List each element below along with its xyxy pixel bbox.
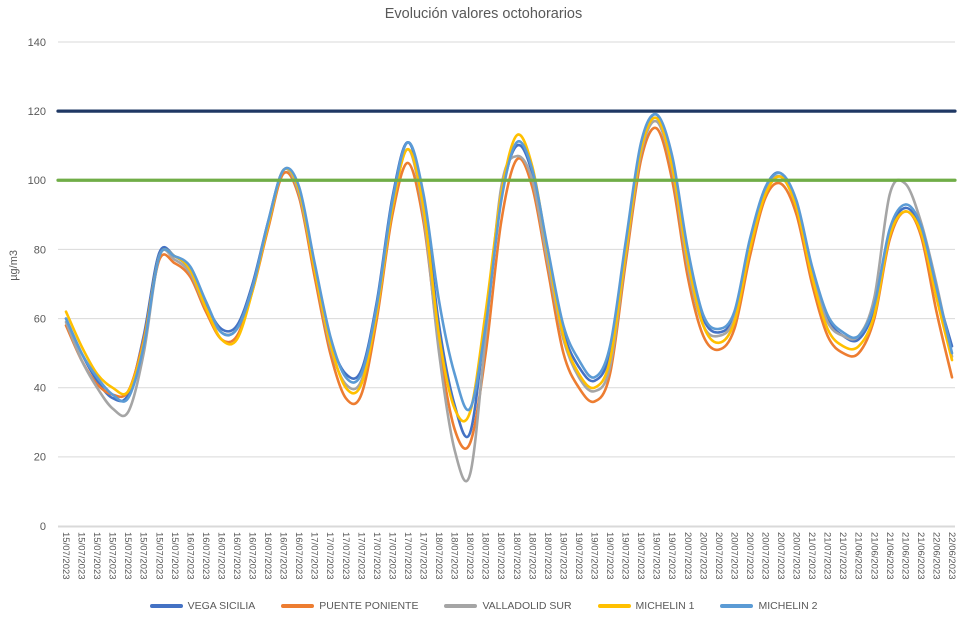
- x-tick-label: 20/07/2023: [728, 532, 739, 580]
- x-tick-label: 19/07/2023: [604, 532, 615, 580]
- y-tick-label: 120: [28, 106, 46, 118]
- x-tick-label: 20/07/2023: [759, 532, 770, 580]
- x-tick-label: 15/07/2023: [122, 532, 133, 580]
- x-tick-label: 19/07/2023: [635, 532, 646, 580]
- x-tick-label: 21/06/2023: [868, 532, 879, 580]
- x-tick-label: 19/07/2023: [651, 532, 662, 580]
- x-tick-label: 21/06/2023: [884, 532, 895, 580]
- x-tick-label: 17/07/2023: [309, 532, 320, 580]
- x-tick-label: 18/07/2023: [542, 532, 553, 580]
- x-tick-label: 15/07/2023: [153, 532, 164, 580]
- legend-item-vega-sicilia[interactable]: VEGA SICILIA: [149, 600, 256, 612]
- x-tick-label: 21/06/2023: [899, 532, 910, 580]
- x-tick-label: 22/06/2023: [946, 532, 957, 580]
- x-tick-label: 15/07/2023: [169, 532, 180, 580]
- x-tick-label: 16/07/2023: [184, 532, 195, 580]
- chart-title[interactable]: Evolución valores octohorarios: [384, 6, 583, 22]
- x-tick-label: 17/07/2023: [340, 532, 351, 580]
- legend-item-michelin-2[interactable]: MICHELIN 2: [720, 600, 817, 612]
- x-tick-label: 15/07/2023: [107, 532, 118, 580]
- x-tick-label: 19/07/2023: [588, 532, 599, 580]
- x-tick-label: 19/07/2023: [620, 532, 631, 580]
- x-tick-label: 20/07/2023: [713, 532, 724, 580]
- x-tick-label: 16/07/2023: [231, 532, 242, 580]
- x-tick-label: 16/07/2023: [262, 532, 273, 580]
- x-tick-label: 21/06/2023: [915, 532, 926, 580]
- legend-item-michelin-1[interactable]: MICHELIN 1: [597, 600, 695, 612]
- legend-swatch: [281, 604, 315, 608]
- series-line-michelin-1[interactable]: [64, 116, 954, 423]
- x-tick-label: 18/07/2023: [464, 532, 475, 580]
- x-tick-label: 17/07/2023: [402, 532, 413, 580]
- x-tick-label: 17/07/2023: [418, 532, 429, 580]
- y-tick-label: 100: [28, 175, 46, 187]
- x-tick-label: 15/07/2023: [91, 532, 102, 580]
- y-tick-label: 40: [34, 383, 46, 395]
- y-tick-label: 80: [34, 244, 46, 256]
- legend-label: VEGA SICILIA: [187, 600, 256, 612]
- legend-swatch: [597, 604, 631, 608]
- x-tick-label: 19/07/2023: [557, 532, 568, 580]
- x-tick-label: 20/07/2023: [791, 532, 802, 580]
- legend-label: MICHELIN 2: [758, 600, 818, 612]
- x-tick-label: 16/07/2023: [200, 532, 211, 580]
- legend-label: MICHELIN 1: [635, 600, 695, 612]
- x-tick-label: 18/07/2023: [449, 532, 460, 580]
- legend-label: PUENTE PONIENTE: [319, 600, 419, 612]
- x-tick-label: 21/06/2023: [853, 532, 864, 580]
- x-tick-label: 16/07/2023: [247, 532, 258, 580]
- x-tick-label: 15/07/2023: [60, 532, 71, 580]
- x-tick-label: 16/07/2023: [278, 532, 289, 580]
- x-tick-label: 18/07/2023: [511, 532, 522, 580]
- x-tick-label: 19/07/2023: [573, 532, 584, 580]
- x-tick-label: 15/07/2023: [76, 532, 87, 580]
- legend-item-puente-poniente[interactable]: PUENTE PONIENTE: [281, 600, 418, 612]
- x-tick-label: 17/07/2023: [371, 532, 382, 580]
- x-tick-label: 17/07/2023: [386, 532, 397, 580]
- x-tick-label: 21/07/2023: [806, 532, 817, 580]
- x-tick-label: 18/07/2023: [480, 532, 491, 580]
- x-tick-label: 20/07/2023: [697, 532, 708, 580]
- x-tick-label: 16/07/2023: [293, 532, 304, 580]
- legend-item-valladolid-sur[interactable]: VALLADOLID SUR: [444, 600, 572, 612]
- x-tick-label: 20/07/2023: [744, 532, 755, 580]
- x-tick-label: 20/07/2023: [775, 532, 786, 580]
- x-tick-label: 17/07/2023: [324, 532, 335, 580]
- legend: VEGA SICILIA PUENTE PONIENTE VALLADOLID SU…: [0, 600, 967, 612]
- legend-swatch: [444, 604, 478, 608]
- legend-label: VALLADOLID SUR: [482, 600, 572, 612]
- series-line-michelin-2[interactable]: [64, 112, 954, 412]
- x-tick-label: 18/07/2023: [433, 532, 444, 580]
- x-tick-label: 21/07/2023: [837, 532, 848, 580]
- y-tick-label: 140: [28, 37, 46, 49]
- x-tick-label: 21/07/2023: [822, 532, 833, 580]
- x-tick-label: 17/07/2023: [355, 532, 366, 580]
- y-tick-label: 60: [34, 313, 46, 325]
- x-tick-label: 15/07/2023: [138, 532, 149, 580]
- x-tick-label: 20/07/2023: [682, 532, 693, 580]
- y-tick-label: 20: [34, 452, 46, 464]
- legend-swatch: [720, 604, 754, 608]
- x-tick-label: 18/07/2023: [495, 532, 506, 580]
- legend-swatch: [149, 604, 183, 608]
- x-tick-label: 18/07/2023: [526, 532, 537, 580]
- x-tick-label: 19/07/2023: [666, 532, 677, 580]
- y-tick-label: 0: [40, 521, 46, 533]
- x-tick-label: 22/06/2023: [930, 532, 941, 580]
- x-tick-label: 16/07/2023: [215, 532, 226, 580]
